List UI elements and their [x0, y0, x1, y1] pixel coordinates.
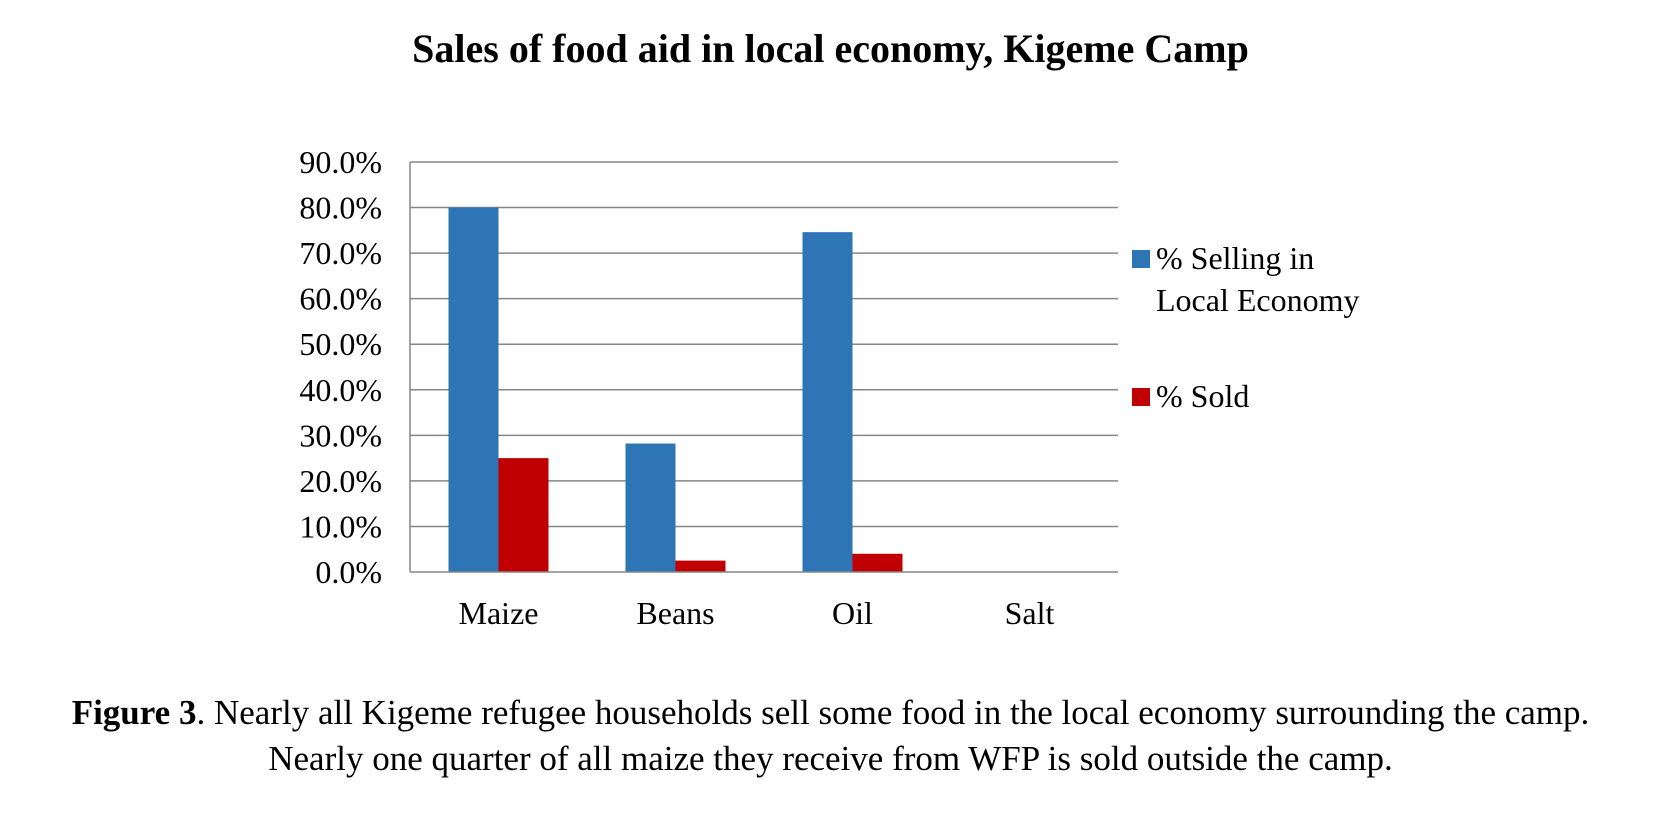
y-tick-label: 60.0%: [299, 281, 382, 317]
chart-title: Sales of food aid in local economy, Kige…: [412, 26, 1249, 71]
y-tick-labels: 0.0% 10.0% 20.0% 30.0% 40.0% 50.0% 60.0% 70.0% 8…: [299, 144, 382, 590]
legend-swatch: [1132, 250, 1150, 268]
bar-beans-series-1: [625, 443, 676, 572]
caption-text: . Nearly all Kigeme refugee households s…: [196, 693, 1590, 778]
bar-oil-series-1: [802, 232, 853, 572]
x-tick-label: Maize: [459, 595, 539, 631]
legend: % Selling in Local Economy % Sold: [1132, 240, 1359, 414]
y-tick-label: 30.0%: [299, 417, 382, 453]
bar-maize-series-1: [448, 207, 499, 573]
bar-oil-series-2: [852, 553, 903, 572]
figure-caption: Figure 3. Nearly all Kigeme refugee hous…: [40, 690, 1621, 782]
y-tick-label: 40.0%: [299, 372, 382, 408]
y-tick-label: 0.0%: [315, 554, 382, 590]
caption-label: Figure 3: [71, 693, 197, 732]
axes: [409, 162, 1118, 573]
bar-maize-series-2: [498, 458, 549, 572]
legend-label: % Sold: [1156, 378, 1249, 414]
y-tick-label: 20.0%: [299, 463, 382, 499]
y-tick-label: 50.0%: [299, 326, 382, 362]
x-tick-label: Oil: [832, 595, 873, 631]
x-tick-labels: Maize Beans Oil Salt: [459, 595, 1055, 631]
y-tick-label: 70.0%: [299, 235, 382, 271]
legend-swatch: [1132, 388, 1150, 406]
x-tick-label: Salt: [1005, 595, 1055, 631]
legend-label: % Selling in: [1156, 240, 1314, 276]
y-tick-label: 10.0%: [299, 508, 382, 544]
legend-label: Local Economy: [1156, 282, 1359, 318]
bar-beans-series-2: [675, 560, 726, 572]
bar-chart: 0.0% 10.0% 20.0% 30.0% 40.0% 50.0% 60.0% 70.0% 8…: [299, 144, 1359, 631]
y-tick-label: 90.0%: [299, 144, 382, 180]
y-tick-label: 80.0%: [299, 190, 382, 226]
bars: [448, 207, 903, 573]
x-tick-label: Beans: [636, 595, 714, 631]
